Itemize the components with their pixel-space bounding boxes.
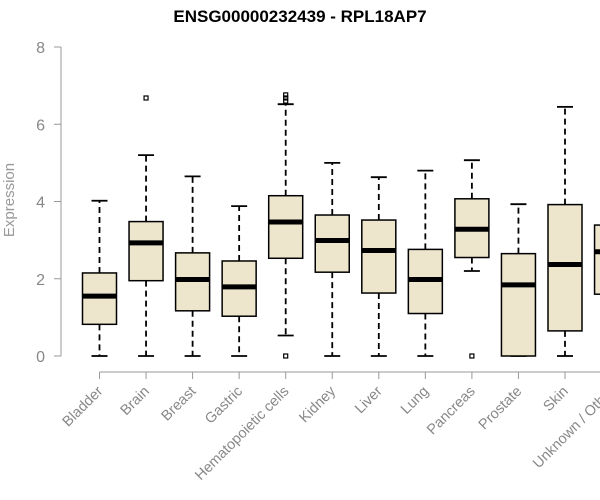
- x-tick-label: Breast: [158, 384, 199, 425]
- box-iqr: [593, 224, 600, 295]
- x-tick-label: Pancreas: [424, 384, 479, 439]
- box-iqr: [81, 272, 118, 326]
- x-tick-label: Skin: [541, 384, 572, 415]
- plot-area: [81, 92, 600, 359]
- x-tick-label: Prostate: [476, 384, 525, 433]
- outlier-point: [469, 353, 475, 359]
- box-group: [81, 199, 118, 357]
- box-group: [267, 92, 304, 359]
- box-group: [454, 159, 490, 359]
- box-iqr: [547, 203, 583, 332]
- box-group: [500, 203, 537, 357]
- outlier-point: [283, 92, 289, 98]
- box-group: [221, 205, 257, 357]
- x-tick-label: Gastric: [202, 384, 246, 428]
- box-group: [361, 176, 397, 357]
- y-tick-label: 8: [36, 40, 45, 57]
- outlier-point: [143, 95, 149, 101]
- box-iqr: [267, 194, 304, 260]
- box-group: [593, 224, 600, 295]
- box-group: [547, 105, 583, 357]
- x-tick-label: Kidney: [296, 383, 339, 426]
- x-tick-label: Lung: [398, 384, 432, 418]
- box-iqr: [314, 214, 350, 273]
- box-iqr: [361, 219, 397, 294]
- x-tick-label: Hematopoietic cells: [192, 384, 292, 484]
- x-tick-label: Bladder: [60, 383, 107, 430]
- box-group: [407, 169, 444, 357]
- outlier-point: [283, 353, 289, 359]
- outlier-point: [283, 95, 289, 101]
- box-iqr: [500, 252, 537, 357]
- y-axis-label: Expression: [1, 163, 18, 237]
- y-tick-label: 6: [36, 117, 45, 134]
- y-tick-label: 0: [36, 349, 45, 366]
- chart-title: ENSG00000232439 - RPL18AP7: [173, 7, 426, 26]
- x-tick-label: Brain: [118, 384, 153, 419]
- y-tick-label: 2: [36, 272, 45, 289]
- box-group: [128, 95, 164, 357]
- box-iqr: [128, 220, 164, 282]
- box-group: [174, 175, 211, 357]
- x-tick-label: Liver: [352, 383, 386, 417]
- y-tick-label: 4: [36, 195, 45, 212]
- box-group: [314, 161, 350, 357]
- y-axis: 0 2 4 6 8: [36, 40, 62, 366]
- outlier-point: [283, 98, 289, 104]
